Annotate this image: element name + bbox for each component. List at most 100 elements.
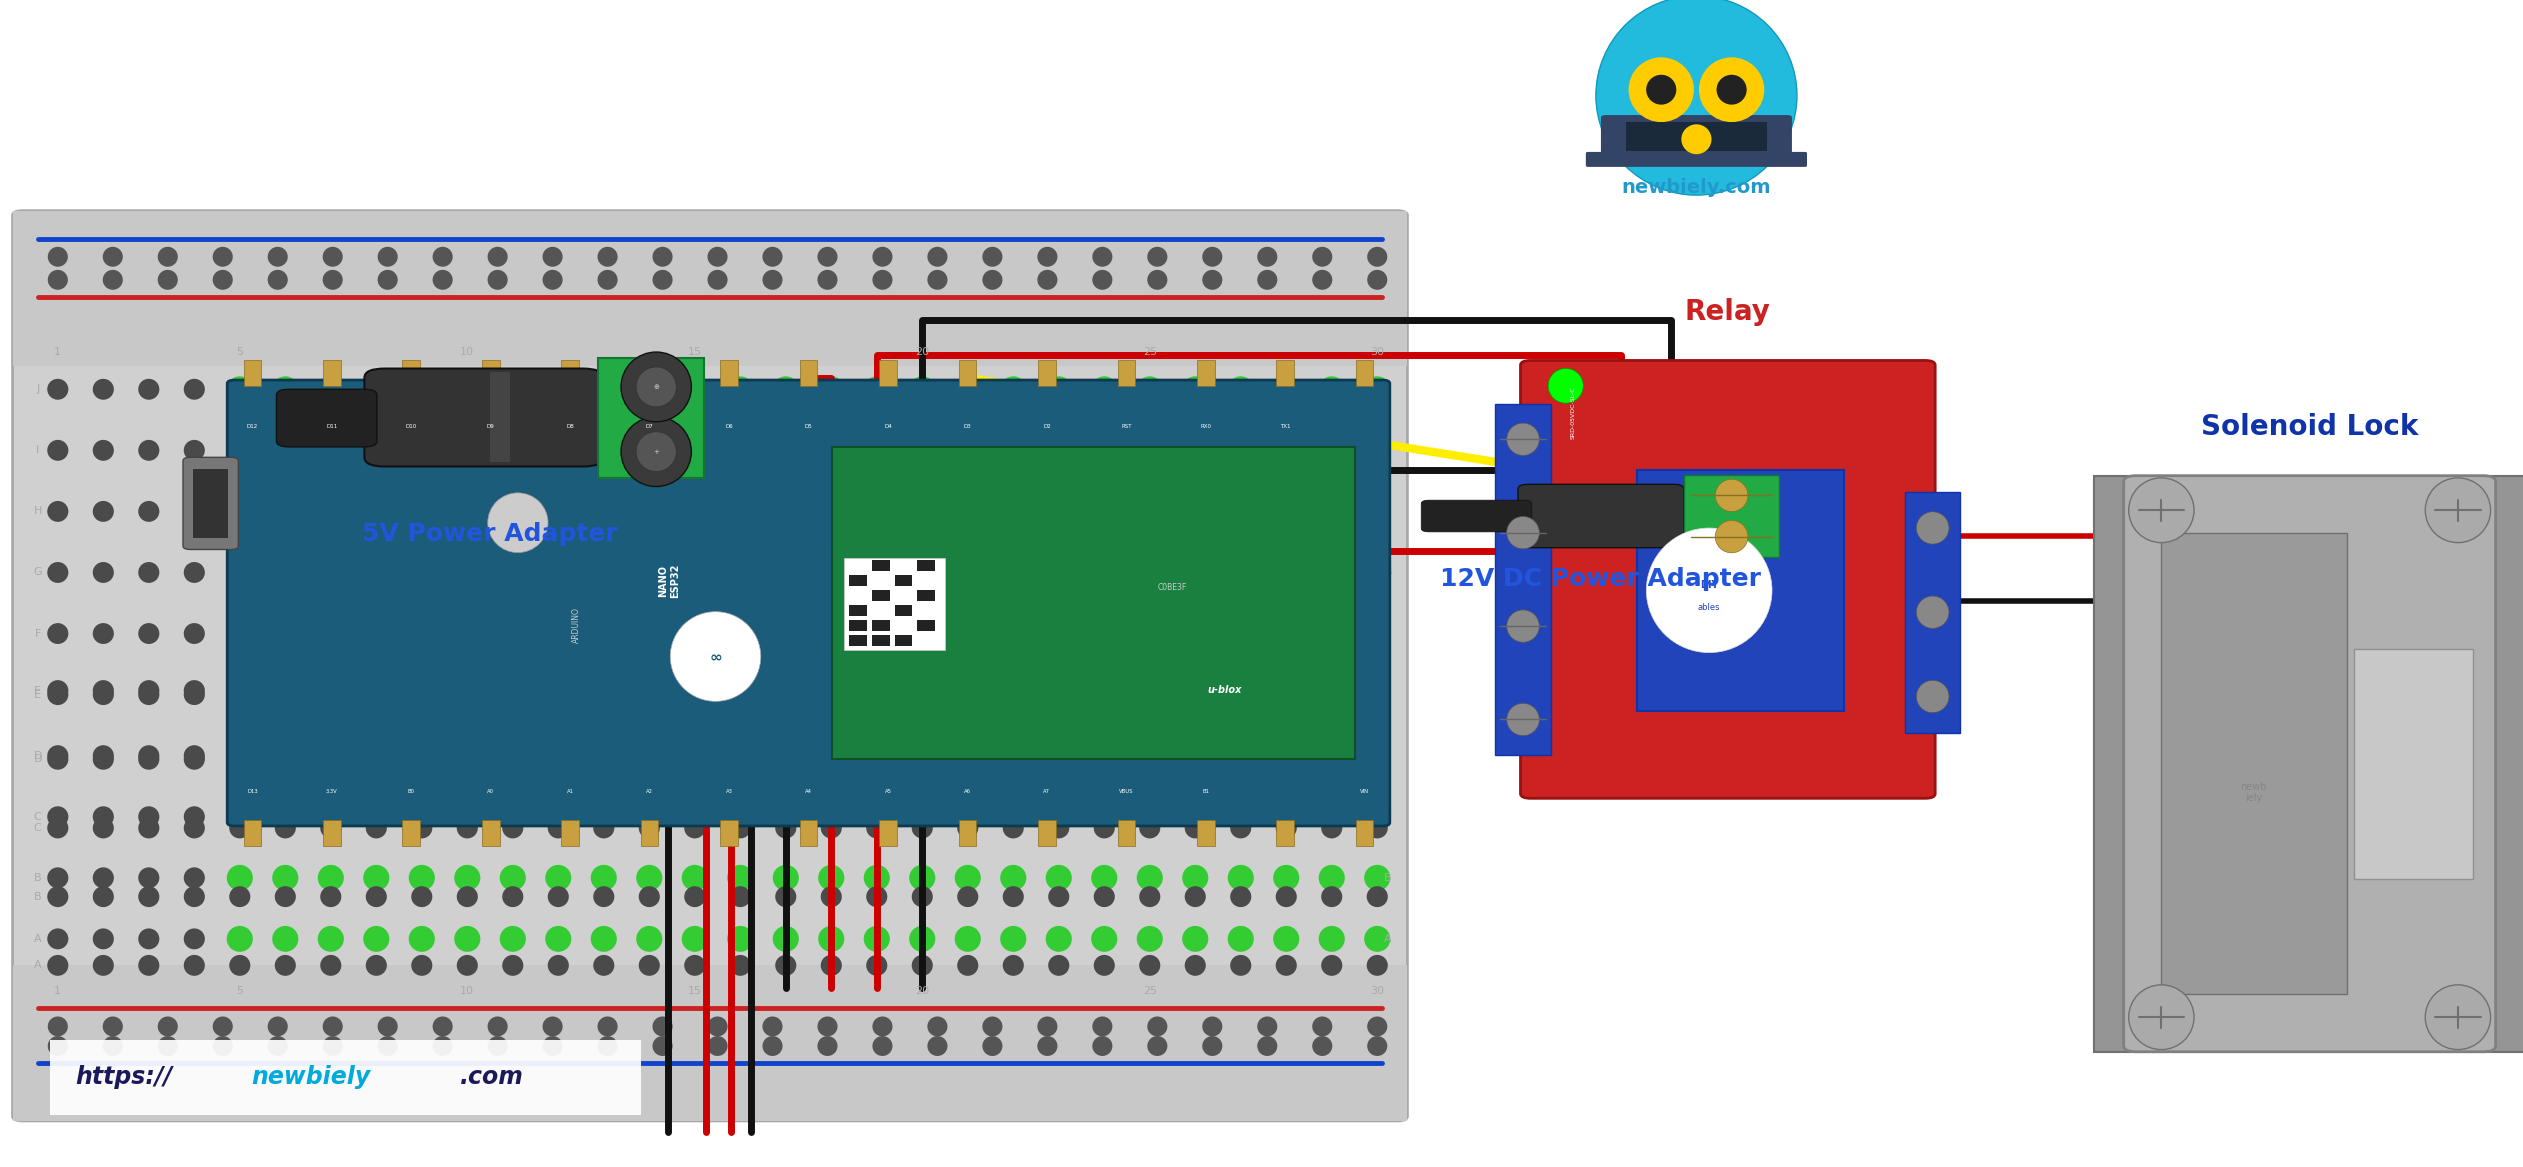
Ellipse shape	[1138, 559, 1163, 586]
Ellipse shape	[184, 379, 204, 400]
Bar	[918, 620, 936, 631]
Ellipse shape	[1274, 865, 1299, 890]
Ellipse shape	[671, 612, 762, 701]
Ellipse shape	[1092, 246, 1113, 267]
FancyBboxPatch shape	[1587, 152, 1806, 167]
Ellipse shape	[1138, 621, 1163, 647]
Ellipse shape	[487, 270, 507, 289]
Text: J: J	[35, 384, 40, 394]
Ellipse shape	[272, 865, 298, 890]
Ellipse shape	[1645, 75, 1675, 105]
Ellipse shape	[1186, 680, 1206, 701]
Ellipse shape	[908, 559, 936, 586]
Bar	[13, 965, 1408, 1121]
Ellipse shape	[1148, 246, 1168, 267]
Ellipse shape	[1037, 1036, 1057, 1056]
Ellipse shape	[1627, 26, 1688, 85]
Ellipse shape	[1597, 0, 1796, 195]
Ellipse shape	[159, 270, 177, 289]
Bar	[50, 1040, 641, 1116]
Text: B: B	[1383, 873, 1390, 882]
Ellipse shape	[93, 955, 114, 976]
Ellipse shape	[772, 438, 800, 463]
Text: C: C	[33, 812, 40, 822]
Ellipse shape	[139, 806, 159, 827]
Ellipse shape	[227, 925, 252, 952]
Ellipse shape	[636, 498, 664, 524]
Ellipse shape	[411, 818, 431, 838]
Text: D9: D9	[487, 424, 495, 428]
Bar	[1637, 470, 1844, 711]
Ellipse shape	[320, 680, 341, 701]
Bar	[482, 361, 500, 386]
Ellipse shape	[48, 680, 68, 701]
Ellipse shape	[139, 562, 159, 584]
Ellipse shape	[1320, 865, 1345, 890]
Ellipse shape	[928, 270, 949, 289]
Bar	[489, 372, 510, 462]
Bar	[2160, 533, 2346, 994]
Ellipse shape	[1367, 680, 1388, 701]
Ellipse shape	[1716, 480, 1748, 511]
Ellipse shape	[1367, 246, 1388, 267]
Ellipse shape	[139, 886, 159, 907]
Text: D5: D5	[805, 424, 812, 428]
Ellipse shape	[681, 621, 709, 647]
Bar	[1496, 404, 1552, 755]
Ellipse shape	[598, 1016, 618, 1036]
Ellipse shape	[999, 559, 1027, 586]
Ellipse shape	[502, 749, 522, 770]
Bar	[1683, 475, 1779, 557]
Ellipse shape	[1045, 925, 1072, 952]
Ellipse shape	[2425, 477, 2490, 543]
Ellipse shape	[103, 270, 124, 289]
Ellipse shape	[454, 865, 479, 890]
Ellipse shape	[999, 804, 1027, 830]
Ellipse shape	[457, 886, 477, 907]
Ellipse shape	[411, 955, 431, 976]
Ellipse shape	[272, 925, 298, 952]
Ellipse shape	[1229, 559, 1254, 586]
Ellipse shape	[1320, 742, 1345, 769]
Ellipse shape	[1047, 955, 1070, 976]
Bar	[1355, 820, 1373, 846]
Ellipse shape	[275, 749, 295, 770]
Ellipse shape	[863, 438, 891, 463]
Ellipse shape	[545, 804, 570, 830]
Ellipse shape	[457, 749, 477, 770]
Ellipse shape	[1231, 886, 1251, 907]
Ellipse shape	[1140, 680, 1161, 701]
Ellipse shape	[318, 742, 343, 769]
Ellipse shape	[366, 886, 386, 907]
Ellipse shape	[1092, 680, 1115, 701]
Ellipse shape	[817, 376, 845, 403]
Ellipse shape	[954, 742, 981, 769]
Text: A: A	[1383, 934, 1390, 944]
Bar	[1355, 361, 1373, 386]
Ellipse shape	[454, 682, 479, 707]
Ellipse shape	[363, 804, 389, 830]
Ellipse shape	[817, 559, 845, 586]
Ellipse shape	[863, 742, 891, 769]
Ellipse shape	[230, 955, 250, 976]
Ellipse shape	[230, 680, 250, 701]
Ellipse shape	[1148, 1036, 1168, 1056]
Ellipse shape	[93, 818, 114, 838]
Ellipse shape	[1045, 438, 1072, 463]
Ellipse shape	[727, 498, 754, 524]
Ellipse shape	[727, 376, 754, 403]
Ellipse shape	[817, 246, 838, 267]
Ellipse shape	[139, 684, 159, 705]
Text: A3: A3	[727, 789, 732, 794]
Bar	[878, 820, 896, 846]
Ellipse shape	[159, 1036, 177, 1056]
Ellipse shape	[378, 270, 399, 289]
Ellipse shape	[1183, 865, 1209, 890]
Ellipse shape	[1229, 376, 1254, 403]
Text: ∞: ∞	[709, 649, 722, 664]
Ellipse shape	[1312, 270, 1332, 289]
Ellipse shape	[2129, 985, 2195, 1049]
Text: I: I	[35, 446, 40, 455]
Ellipse shape	[684, 886, 706, 907]
Text: newbiely.com: newbiely.com	[1622, 179, 1771, 197]
